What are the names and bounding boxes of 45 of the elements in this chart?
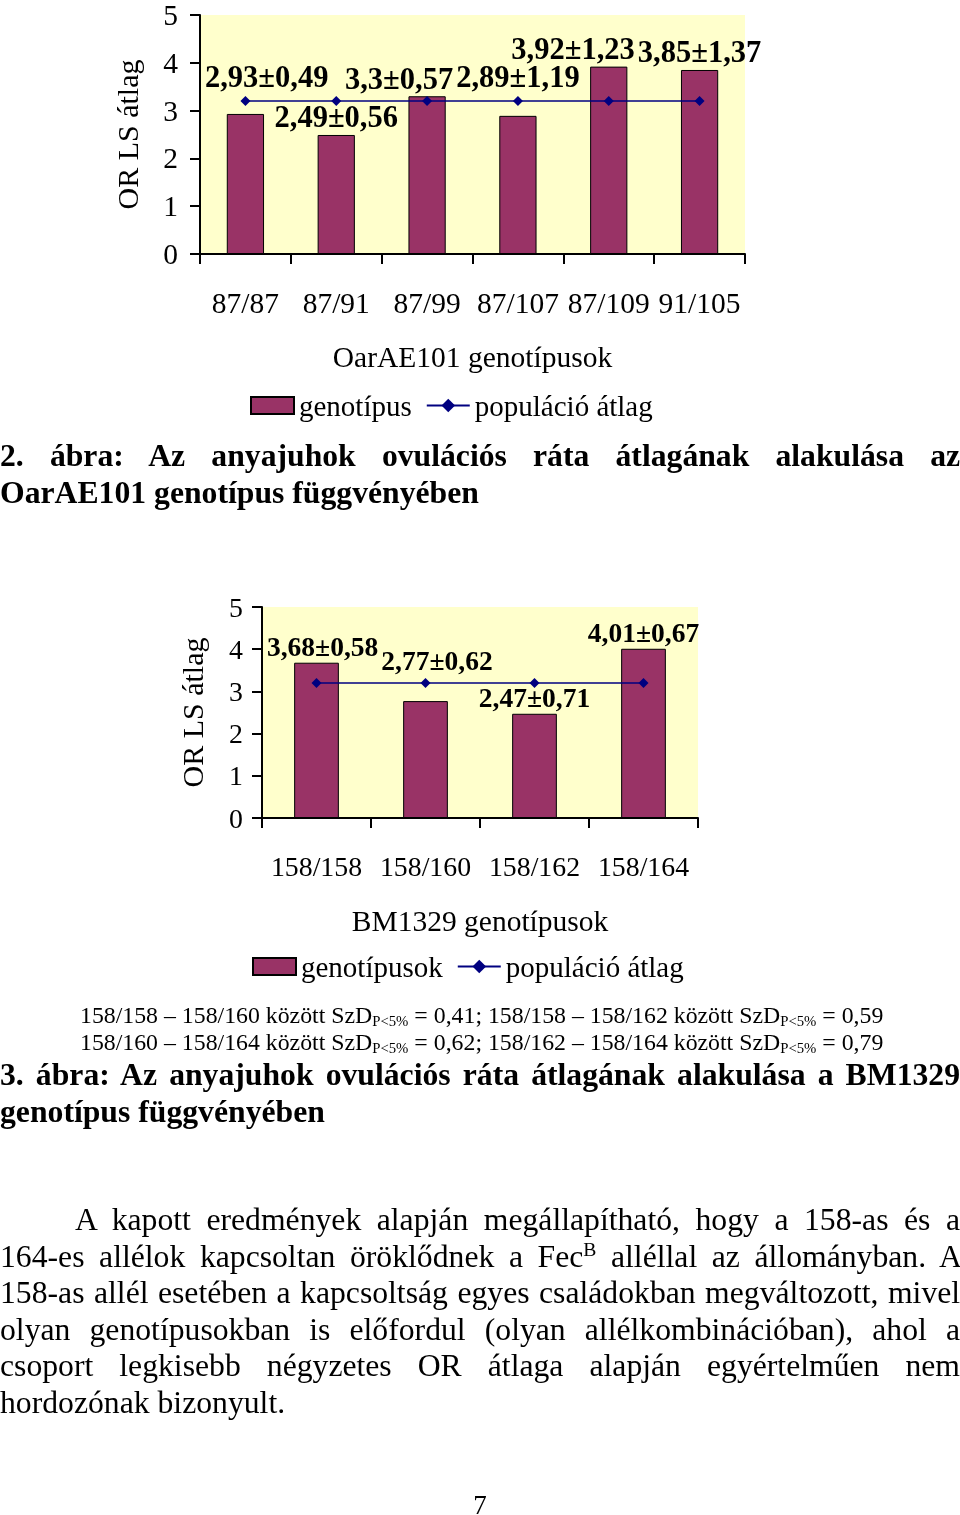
data-label: 3,92±1,23: [511, 32, 635, 67]
y-tick-label: 2: [229, 718, 243, 750]
legend-label: populáció átlag: [505, 950, 684, 983]
data-label: 2,49±0,56: [274, 100, 398, 135]
text: 2. ábra: Az anyajuhok ovulációs ráta átlagának alakulása az OarAE101 genotípus függvényében: [0, 438, 960, 510]
y-tick-label: 1: [229, 760, 243, 792]
text: 3. ábra: Az anyajuhok ovulációs ráta átlagának alakulása a BM1329 genotípus függvényében: [0, 1057, 960, 1129]
y-axis-title: OR LS átlag: [175, 637, 209, 788]
y-tick-label: 0: [229, 802, 243, 834]
x-axis-title: BM1329 genotípusok: [351, 905, 609, 937]
data-label: 3,3±0,57: [344, 61, 454, 96]
y-tick-label: 4: [163, 46, 179, 79]
text: A kapott eredmények alapján megállapítható, hogy a 158-as és a 164-es allélok kapcsoltan öröklődnek a Fec$^{B}$ alléllal az állományban. A 158-as allél esetében a kapcsoltság egyes családokban megváltozott, mivel olyan genotípusokban is előfordul (olyan allélkombinációban), ahol a csoport legkisebb négyzetes OR átlaga alapján egyértelműen nem hordozónak bizonyult.: [0, 1202, 960, 1420]
x-axis-title: OarAE101 genotípusok: [332, 341, 613, 373]
x-tick-label: 158/160: [379, 850, 472, 882]
data-label: 3,85±1,37: [637, 35, 762, 70]
text: 7: [472, 1490, 488, 1515]
x-tick-label: 158/162: [488, 850, 581, 882]
data-label: 2,77±0,62: [381, 645, 493, 677]
x-tick-label: 87/109: [567, 287, 650, 319]
y-tick-label: 1: [163, 190, 178, 223]
text: 158/158 – 158/160 között SzD$_{P<5%}$ = 0,41; 158/158 – 158/162 között SzD$_{P<5%}$ = 0,59: [80, 1002, 884, 1029]
y-tick-label: 2: [163, 142, 178, 175]
x-tick-label: 91/105: [658, 287, 741, 319]
legend-label: genotípusok: [301, 950, 444, 983]
y-tick-label: 0: [163, 238, 178, 270]
data-label: 4,01±0,67: [587, 617, 700, 649]
x-tick-label: 87/107: [476, 287, 559, 319]
y-axis-title: OR LS átlag: [110, 59, 144, 210]
y-tick-label: 4: [229, 633, 244, 665]
x-tick-label: 87/91: [302, 287, 370, 319]
y-tick-label: 3: [229, 675, 243, 707]
x-tick-label: 158/158: [270, 850, 363, 882]
x-tick-label: 87/99: [393, 287, 461, 319]
x-tick-label: 87/87: [211, 287, 280, 319]
legend-label: populáció átlag: [474, 389, 653, 422]
y-tick-label: 5: [229, 591, 243, 623]
data-label: 2,93±0,49: [204, 60, 329, 95]
y-tick-label: 5: [163, 0, 178, 31]
data-label: 2,47±0,71: [478, 682, 591, 714]
legend-label: genotípus: [299, 389, 412, 422]
data-label: 3,68±0,58: [267, 631, 379, 663]
text: 158/160 – 158/164 között SzD$_{P<5%}$ = 0,62; 158/162 – 158/164 között SzD$_{P<5%}$ = 0,79: [80, 1029, 884, 1056]
y-tick-label: 3: [163, 94, 178, 127]
x-tick-label: 158/164: [597, 850, 690, 882]
